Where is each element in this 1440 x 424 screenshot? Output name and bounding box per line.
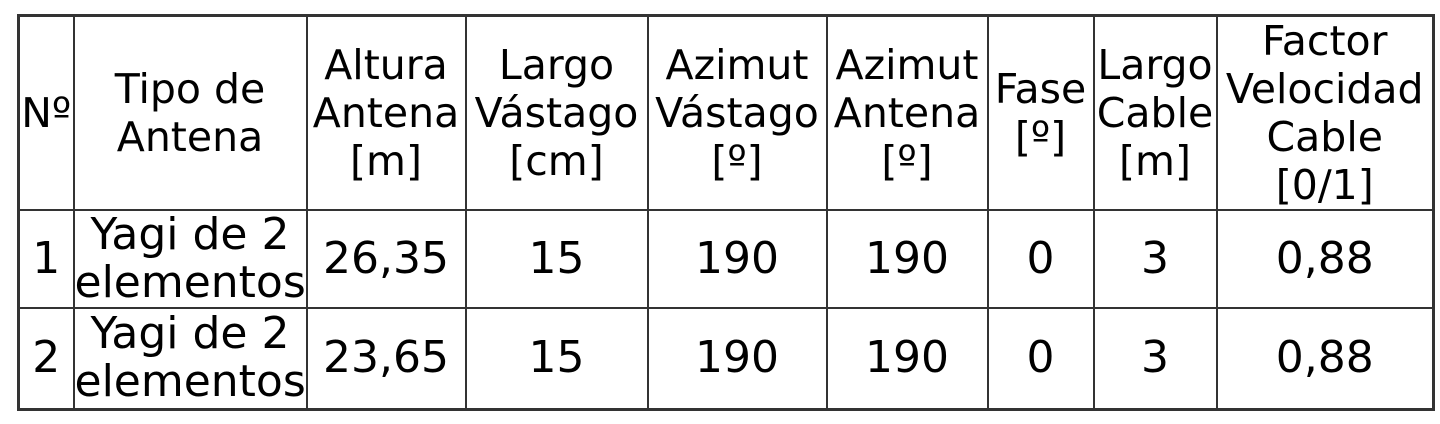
cell-tipo-de-antena: Yagi de 2 elementos	[72, 307, 308, 410]
cell-factor-velocidad-cable: 0,88	[1215, 209, 1435, 309]
cell-tipo-de-antena: Yagi de 2 elementos	[72, 209, 308, 309]
table-row-2: 2 Yagi de 2 elementos 23,65 15 190 190 0…	[17, 307, 1435, 410]
table-row-1: 1 Yagi de 2 elementos 26,35 15 190 190 0…	[17, 209, 1435, 309]
header-cell-azimut-antena: Azimut Antena [º]	[825, 14, 989, 211]
cell-altura-antena: 26,35	[305, 209, 467, 309]
header-cell-tipo-de-antena: Tipo de Antena	[72, 14, 308, 211]
cell-largo-vastago: 15	[464, 209, 649, 309]
cell-factor-velocidad-cable: 0,88	[1215, 307, 1435, 410]
header-cell-numero: Nº	[17, 14, 75, 211]
header-cell-largo-cable: Largo Cable [m]	[1092, 14, 1218, 211]
cell-numero: 2	[17, 307, 75, 410]
cell-azimut-vastago: 190	[646, 209, 828, 309]
header-row: Nº Tipo de Antena Altura Antena [m] Larg…	[17, 14, 1435, 211]
cell-numero: 1	[17, 209, 75, 309]
cell-azimut-vastago: 190	[646, 307, 828, 410]
header-cell-altura-antena: Altura Antena [m]	[305, 14, 467, 211]
cell-largo-cable: 3	[1092, 209, 1218, 309]
cell-fase: 0	[986, 209, 1095, 309]
cell-largo-cable: 3	[1092, 307, 1218, 410]
header-cell-factor-velocidad-cable: Factor Velocidad Cable [0/1]	[1215, 14, 1435, 211]
cell-azimut-antena: 190	[825, 307, 989, 410]
antenna-parameters-table: Nº Tipo de Antena Altura Antena [m] Larg…	[17, 14, 1435, 411]
cell-largo-vastago: 15	[464, 307, 649, 410]
cell-azimut-antena: 190	[825, 209, 989, 309]
cell-altura-antena: 23,65	[305, 307, 467, 410]
header-cell-azimut-vastago: Azimut Vástago [º]	[646, 14, 828, 211]
cell-fase: 0	[986, 307, 1095, 410]
header-cell-largo-vastago: Largo Vástago [cm]	[464, 14, 649, 211]
header-cell-fase: Fase [º]	[986, 14, 1095, 211]
